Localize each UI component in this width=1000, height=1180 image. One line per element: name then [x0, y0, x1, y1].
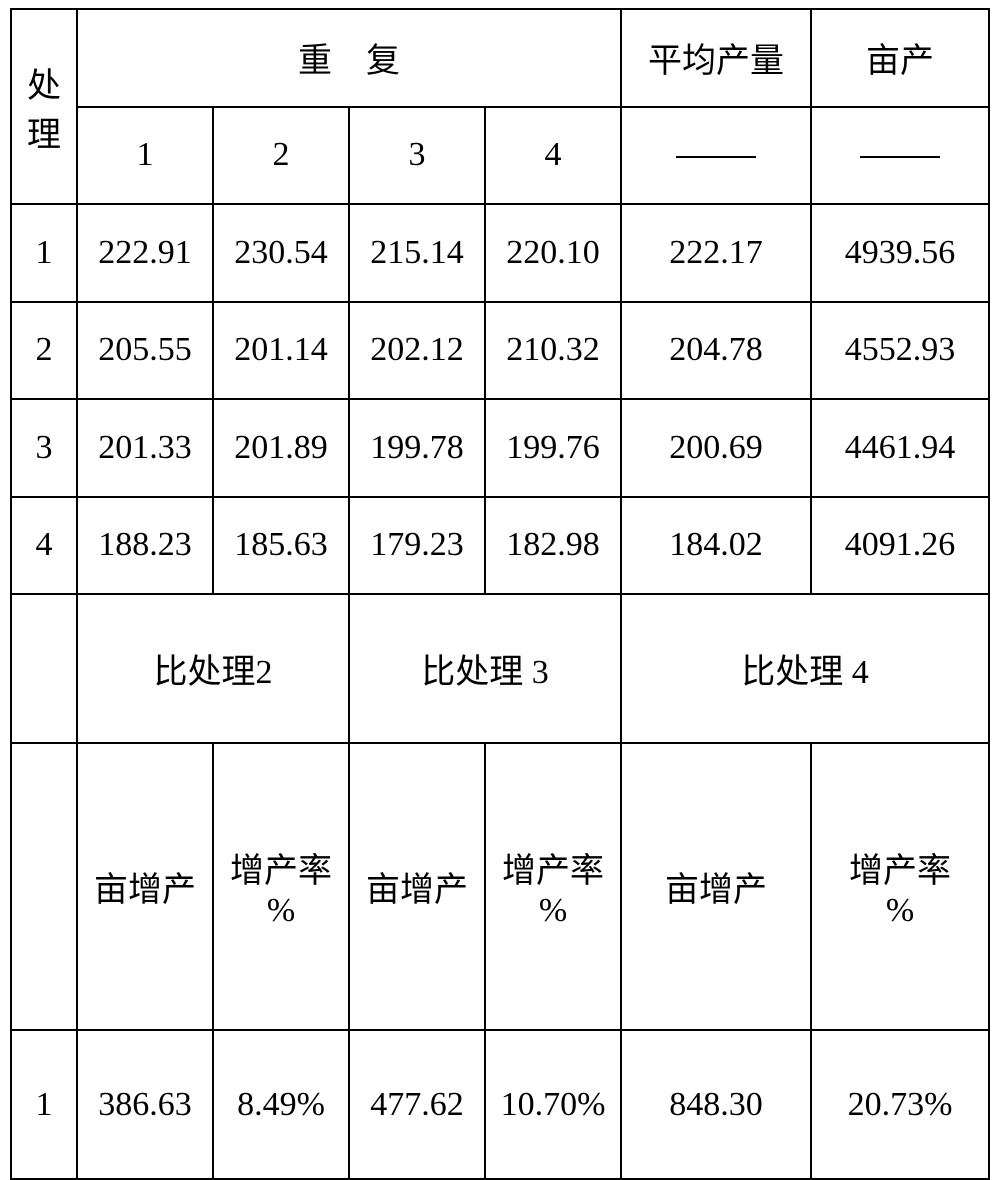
table-row: 4 188.23 185.63 179.23 182.98 184.02 409…: [11, 497, 989, 595]
dash-icon: [676, 156, 756, 158]
comp-value: 386.63: [77, 1030, 213, 1179]
rate-line2: %: [886, 892, 914, 929]
cell-treatment: 3: [11, 399, 77, 497]
cell-value: 201.14: [213, 302, 349, 400]
cell-mu: 4939.56: [811, 204, 989, 302]
yield-table: 处理 重 复 平均产量 亩产 1 2 3 4 1 222.91 230.54 2…: [10, 8, 990, 595]
cell-avg: 204.78: [621, 302, 811, 400]
header-repeat-text: 重 复: [298, 43, 400, 80]
comp-mu-inc-label: 亩增产: [77, 743, 213, 1031]
cell-avg: 184.02: [621, 497, 811, 595]
header-rep-2: 2: [213, 107, 349, 205]
cell-value: 185.63: [213, 497, 349, 595]
comp-value: 10.70%: [485, 1030, 621, 1179]
comp-value: 848.30: [621, 1030, 811, 1179]
table-row: 2 205.55 201.14 202.12 210.32 204.78 455…: [11, 302, 989, 400]
rate-line2: %: [539, 892, 567, 929]
cell-treatment: 4: [11, 497, 77, 595]
header-mu-yield: 亩产: [811, 9, 989, 107]
cell-value: 199.78: [349, 399, 485, 497]
rate-line1: 增产率: [502, 853, 604, 890]
cell-value: 202.12: [349, 302, 485, 400]
cell-value: 199.76: [485, 399, 621, 497]
comp-value: 477.62: [349, 1030, 485, 1179]
cell-value: 201.89: [213, 399, 349, 497]
cell-value: 222.91: [77, 204, 213, 302]
cell-mu: 4552.93: [811, 302, 989, 400]
rate-line2: %: [267, 892, 295, 929]
comp-treatment: 1: [11, 1030, 77, 1179]
comparison-table: 比处理2 比处理 3 比处理 4 亩增产 增产率% 亩增产 增产率% 亩增产 增…: [10, 593, 990, 1180]
comp-blank: [11, 594, 77, 743]
comp-mu-inc-label: 亩增产: [349, 743, 485, 1031]
comp-header-4: 比处理 4: [621, 594, 989, 743]
comp-value: 8.49%: [213, 1030, 349, 1179]
comp-rate-label: 增产率%: [213, 743, 349, 1031]
comp-mu-inc-label: 亩增产: [621, 743, 811, 1031]
table-row: 3 201.33 201.89 199.78 199.76 200.69 446…: [11, 399, 989, 497]
cell-value: 205.55: [77, 302, 213, 400]
cell-value: 201.33: [77, 399, 213, 497]
cell-treatment: 2: [11, 302, 77, 400]
cell-value: 179.23: [349, 497, 485, 595]
header-rep-3: 3: [349, 107, 485, 205]
cell-value: 210.32: [485, 302, 621, 400]
comp-rate-label: 增产率%: [485, 743, 621, 1031]
header-repeat: 重 复: [77, 9, 621, 107]
cell-value: 215.14: [349, 204, 485, 302]
cell-avg: 222.17: [621, 204, 811, 302]
table-row: 1 386.63 8.49% 477.62 10.70% 848.30 20.7…: [11, 1030, 989, 1179]
header-rep-4: 4: [485, 107, 621, 205]
comp-blank: [11, 743, 77, 1031]
cell-avg: 200.69: [621, 399, 811, 497]
cell-value: 220.10: [485, 204, 621, 302]
header-rep-1: 1: [77, 107, 213, 205]
table-row: 1 222.91 230.54 215.14 220.10 222.17 493…: [11, 204, 989, 302]
rate-line1: 增产率: [230, 853, 332, 890]
rate-line1: 增产率: [849, 853, 951, 890]
comp-value: 20.73%: [811, 1030, 989, 1179]
dash-icon: [860, 156, 940, 158]
cell-treatment: 1: [11, 204, 77, 302]
cell-value: 182.98: [485, 497, 621, 595]
cell-mu: 4091.26: [811, 497, 989, 595]
header-treatment: 处理: [11, 9, 77, 204]
comp-header-2: 比处理2: [77, 594, 349, 743]
header-avg-dash: [621, 107, 811, 205]
header-avg-yield: 平均产量: [621, 9, 811, 107]
cell-mu: 4461.94: [811, 399, 989, 497]
comp-rate-label: 增产率%: [811, 743, 989, 1031]
comp-header-3: 比处理 3: [349, 594, 621, 743]
header-mu-dash: [811, 107, 989, 205]
cell-value: 230.54: [213, 204, 349, 302]
cell-value: 188.23: [77, 497, 213, 595]
